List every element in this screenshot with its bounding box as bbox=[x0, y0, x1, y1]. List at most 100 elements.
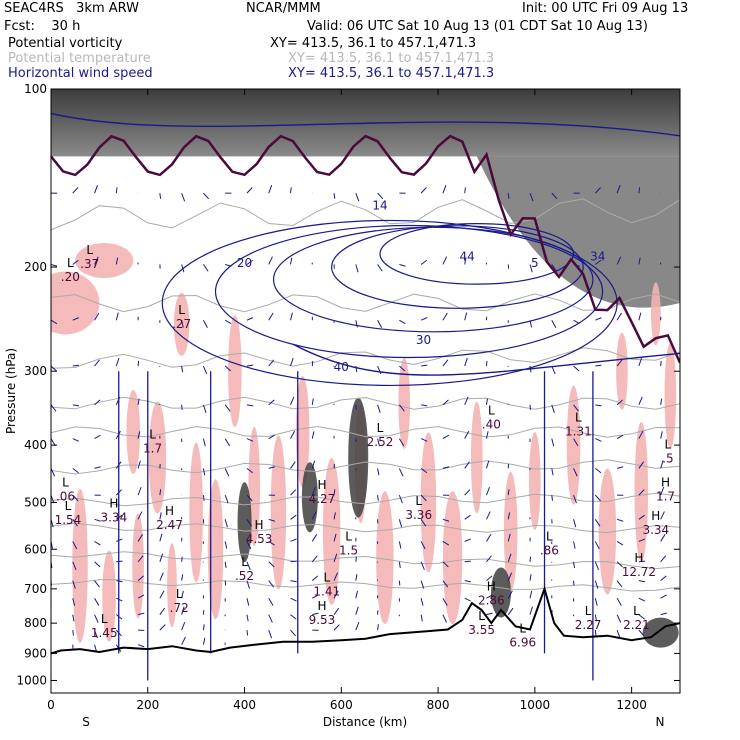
wind-vector bbox=[72, 404, 80, 407]
wind-vector bbox=[486, 612, 493, 616]
wind-vector bbox=[311, 511, 317, 520]
wind-vector bbox=[311, 555, 318, 563]
wind-vector bbox=[507, 590, 513, 599]
wind-vector bbox=[486, 575, 493, 582]
wind-vector bbox=[595, 404, 602, 407]
wind-vector bbox=[159, 193, 162, 199]
wind-vector bbox=[398, 468, 404, 477]
field-pv-xy: XY= 413.5, 36.1 to 457.1,471.3 bbox=[270, 36, 477, 51]
wind-vector bbox=[72, 561, 77, 570]
wind-vector bbox=[333, 489, 336, 496]
pv-shading-neg bbox=[503, 472, 518, 592]
wind-vector bbox=[137, 431, 141, 439]
wind-vector bbox=[638, 597, 646, 602]
wind-vector bbox=[181, 192, 186, 202]
wind-vector bbox=[202, 468, 206, 476]
wind-vector bbox=[529, 590, 533, 599]
wind-vector bbox=[529, 365, 532, 373]
wind-vector bbox=[638, 396, 643, 406]
wind-vector bbox=[595, 468, 602, 474]
terrain-line bbox=[51, 585, 680, 655]
wind-contour bbox=[161, 219, 618, 387]
wind-vector bbox=[94, 184, 99, 194]
wind-contour bbox=[214, 224, 604, 359]
wind-vector bbox=[290, 430, 296, 439]
wind-vector bbox=[290, 396, 295, 406]
y-tick-label: 400 bbox=[24, 438, 47, 452]
model-label: SEAC4RS 3km ARW bbox=[4, 1, 140, 16]
wind-vector bbox=[246, 317, 254, 321]
y-tick-label: 1000 bbox=[16, 673, 47, 687]
wind-vector bbox=[420, 494, 427, 502]
wind-vector bbox=[72, 364, 80, 367]
pv-extremum-label: L bbox=[62, 476, 69, 490]
pv-extremum-label: L bbox=[149, 428, 156, 442]
wind-vector bbox=[486, 534, 492, 542]
pv-extremum-label: H bbox=[651, 509, 660, 523]
wind-vector bbox=[529, 556, 532, 562]
wind-vector bbox=[181, 264, 185, 273]
wind-vector bbox=[137, 594, 145, 599]
wind-contour bbox=[51, 112, 680, 137]
pv-shading-neg bbox=[173, 292, 190, 356]
wind-vector bbox=[573, 365, 580, 372]
pv-extremum-value: .37 bbox=[80, 257, 99, 271]
wind-vector bbox=[442, 614, 447, 623]
wind-vector bbox=[507, 572, 513, 581]
wind-vector bbox=[290, 560, 297, 563]
pv-extremum-label: H bbox=[661, 476, 670, 490]
wind-vector bbox=[398, 438, 405, 447]
wind-vector bbox=[224, 494, 229, 504]
wind-vector bbox=[464, 489, 471, 496]
wind-vector bbox=[660, 534, 666, 542]
wind-vector bbox=[116, 560, 123, 563]
wind-vector bbox=[224, 438, 230, 447]
wind-vector bbox=[312, 594, 319, 599]
wind-vector bbox=[72, 438, 79, 442]
wind-vector bbox=[595, 364, 602, 367]
wind-vector bbox=[181, 621, 186, 631]
wind-vector bbox=[94, 597, 100, 606]
wind-vector bbox=[137, 644, 145, 648]
wind-vector bbox=[660, 575, 667, 582]
wind-vector bbox=[551, 495, 553, 501]
wind-vector bbox=[333, 553, 338, 562]
wind-vector bbox=[377, 264, 383, 272]
wind-vector bbox=[442, 580, 449, 588]
wind-vector bbox=[72, 259, 79, 265]
wind-vector bbox=[268, 518, 275, 522]
wind-vector bbox=[224, 519, 228, 528]
pv-extremum-label: L bbox=[241, 555, 248, 569]
wind-contour-label: 20 bbox=[237, 256, 252, 270]
wind-vector bbox=[638, 257, 641, 265]
wind-vector bbox=[159, 533, 163, 542]
wind-vector bbox=[616, 359, 623, 367]
wind-vector bbox=[573, 494, 577, 504]
pv-extremum-label: H bbox=[165, 504, 174, 518]
wind-vector bbox=[290, 629, 297, 637]
theta-contour bbox=[51, 347, 680, 369]
field-theta-label: Potential temperature bbox=[8, 51, 151, 66]
wind-vector bbox=[551, 404, 555, 413]
field-theta-xy: XY= 413.5, 36.1 to 457.1,471.3 bbox=[288, 51, 495, 66]
wind-vector bbox=[594, 494, 601, 502]
pv-extremum-label: L bbox=[488, 403, 495, 417]
y-tick-label: 900 bbox=[24, 646, 47, 660]
wind-vector bbox=[72, 317, 79, 321]
wind-vector bbox=[660, 486, 665, 496]
wind-vector bbox=[137, 460, 141, 469]
theta-contour bbox=[51, 293, 680, 313]
wind-vector bbox=[355, 264, 359, 273]
wind-vector bbox=[290, 597, 297, 602]
fcst-label: Fcst: 30 h bbox=[4, 19, 81, 34]
wind-contour-label: 44 bbox=[459, 250, 474, 264]
pv-extremum-value: 2.27 bbox=[575, 618, 602, 632]
wind-vector bbox=[420, 580, 425, 589]
wind-vector bbox=[268, 256, 273, 265]
wind-vector bbox=[594, 541, 600, 550]
wind-vector bbox=[442, 466, 450, 469]
pv-extremum-value: 1.45 bbox=[91, 626, 118, 640]
wind-vector bbox=[529, 264, 533, 273]
pv-shading-neg bbox=[102, 550, 116, 642]
wind-vector bbox=[333, 607, 340, 615]
